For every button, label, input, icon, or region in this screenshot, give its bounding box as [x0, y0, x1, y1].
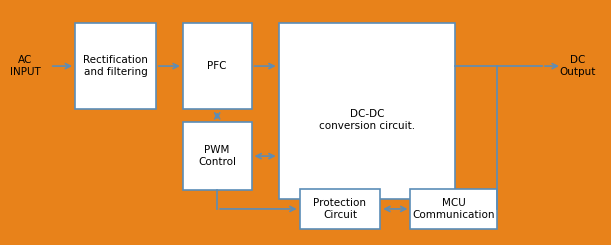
Bar [411, 189, 497, 229]
Text: AC
INPUT: AC INPUT [10, 55, 41, 77]
Bar [279, 23, 455, 199]
Text: Protection
Circuit: Protection Circuit [313, 198, 367, 220]
Text: MCU
Communication: MCU Communication [412, 198, 495, 220]
Text: DC-DC
conversion circuit.: DC-DC conversion circuit. [319, 109, 415, 131]
Text: DC
Output: DC Output [560, 55, 596, 77]
Bar [299, 189, 380, 229]
Text: PWM
Control: PWM Control [198, 145, 236, 167]
Text: Rectification
and filtering: Rectification and filtering [83, 55, 148, 77]
Bar [183, 23, 252, 109]
Text: PFC: PFC [207, 61, 227, 71]
Bar [183, 122, 252, 190]
Bar [75, 23, 156, 109]
